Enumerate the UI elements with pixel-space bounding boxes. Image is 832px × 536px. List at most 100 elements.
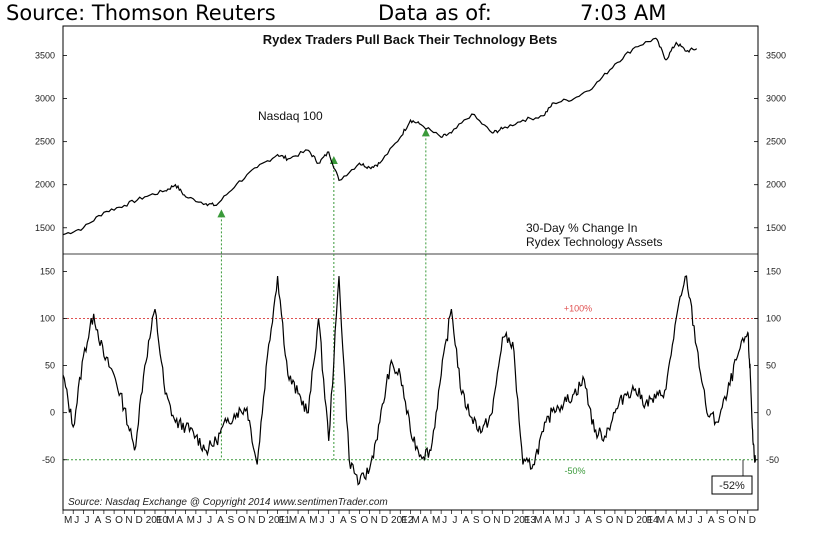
xtick-label: A (340, 515, 347, 526)
rydex-ytick-label-left: 0 (50, 408, 55, 418)
nasdaq-ytick-label-right: 3000 (766, 94, 786, 104)
xtick-label: D (258, 515, 265, 526)
xtick-label: F (647, 515, 653, 526)
xtick-label: F (401, 515, 407, 526)
xtick-label: D (503, 515, 510, 526)
xtick-label: 2012 (391, 515, 414, 526)
xtick-label: M (187, 515, 195, 526)
xtick-label: M (657, 515, 665, 526)
xtick-label: O (483, 515, 491, 526)
data-as-of-label: Data as of: (378, 1, 492, 25)
callout-box (711, 475, 753, 495)
callout-value: -52% (719, 480, 745, 492)
xtick-label: A (708, 515, 715, 526)
nasdaq-ytick-label-left: 3000 (35, 94, 55, 104)
xtick-label: J (452, 515, 457, 526)
xtick-label: S (595, 515, 602, 526)
xtick-label: O (115, 515, 123, 526)
xtick-label: N (493, 515, 500, 526)
xtick-label: N (739, 515, 746, 526)
source-caption: Source: Thomson Reuters (6, 1, 276, 25)
nasdaq-ytick-label-left: 3500 (35, 51, 55, 61)
xtick-label: O (606, 515, 614, 526)
xtick-label: 2013 (514, 515, 537, 526)
xtick-label: D (749, 515, 756, 526)
xtick-label: A (217, 515, 224, 526)
xtick-label: A (299, 515, 306, 526)
xtick-label: 2014 (636, 515, 659, 526)
rydex-ytick-label-right: 0 (766, 408, 771, 418)
reference-line-label: -50% (564, 466, 585, 476)
xtick-label: J (565, 515, 570, 526)
xtick-label: S (350, 515, 357, 526)
reference-line-label: +100% (564, 304, 592, 314)
xtick-label: M (309, 515, 317, 526)
xtick-label: M (432, 515, 440, 526)
xtick-label: M (677, 515, 685, 526)
xtick-label: O (728, 515, 736, 526)
nasdaq-ytick-label-left: 2500 (35, 137, 55, 147)
xtick-label: M (534, 515, 542, 526)
data-time: 7:03 AM (580, 1, 667, 25)
xtick-label: 2011 (268, 515, 290, 526)
xtick-label: N (371, 515, 378, 526)
xtick-label: F (524, 515, 530, 526)
xtick-label: J (197, 515, 202, 526)
xtick-label: A (422, 515, 429, 526)
xtick-label: 2010 (146, 515, 169, 526)
xtick-label: J (575, 515, 580, 526)
xtick-label: M (64, 515, 72, 526)
xtick-label: D (626, 515, 633, 526)
rydex-ytick-label-right: 150 (766, 266, 781, 276)
xtick-label: A (585, 515, 592, 526)
xtick-label: S (473, 515, 480, 526)
xtick-label: A (544, 515, 551, 526)
screenshot-header: Source: Thomson Reuters Data as of: 7:03… (0, 0, 832, 30)
rydex-ytick-label-left: 150 (40, 266, 55, 276)
nasdaq-ytick-label-right: 3500 (766, 51, 786, 61)
rydex-panel-label-line2: Rydex Technology Assets (526, 235, 663, 249)
xtick-label: D (381, 515, 388, 526)
plot-frame (62, 25, 759, 511)
xtick-label: J (330, 515, 335, 526)
nasdaq-ytick-label-right: 1500 (766, 223, 786, 233)
xtick-label: A (667, 515, 674, 526)
xtick-label: S (105, 515, 112, 526)
signal-arrow (217, 209, 226, 218)
rydex-ytick-label-right: -50 (766, 455, 779, 465)
xtick-label: N (125, 515, 132, 526)
nasdaq-ytick-label-left: 2000 (35, 180, 55, 190)
xtick-label: J (698, 515, 703, 526)
rydex-series-line (62, 275, 756, 486)
xtick-label: D (136, 515, 143, 526)
xtick-label: A (176, 515, 183, 526)
xtick-label: N (616, 515, 623, 526)
xtick-label: J (442, 515, 447, 526)
nasdaq-ytick-label-right: 2000 (766, 180, 786, 190)
xtick-label: A (95, 515, 102, 526)
chart-title: Rydex Traders Pull Back Their Technology… (263, 32, 558, 47)
xtick-label: M (289, 515, 297, 526)
xtick-label: M (555, 515, 563, 526)
xtick-label: J (74, 515, 79, 526)
xtick-label: J (320, 515, 325, 526)
signal-arrow (421, 128, 430, 137)
nasdaq-ytick-label-right: 2500 (766, 137, 786, 147)
nasdaq-series-line (62, 37, 698, 236)
rydex-ytick-label-left: -50 (42, 455, 55, 465)
rydex-ytick-label-left: 100 (40, 314, 55, 324)
nasdaq-ytick-label-left: 1500 (35, 223, 55, 233)
rydex-ytick-label-left: 50 (45, 361, 55, 371)
xtick-label: N (248, 515, 255, 526)
xtick-label: J (84, 515, 89, 526)
xtick-label: F (279, 515, 285, 526)
rydex-panel-label-line1: 30-Day % Change In (526, 221, 637, 235)
xtick-label: J (687, 515, 692, 526)
xtick-label: O (360, 515, 368, 526)
rydex-ytick-label-right: 100 (766, 314, 781, 324)
xtick-label: A (463, 515, 470, 526)
xtick-label: S (718, 515, 725, 526)
xtick-label: M (412, 515, 420, 526)
xtick-label: M (166, 515, 174, 526)
